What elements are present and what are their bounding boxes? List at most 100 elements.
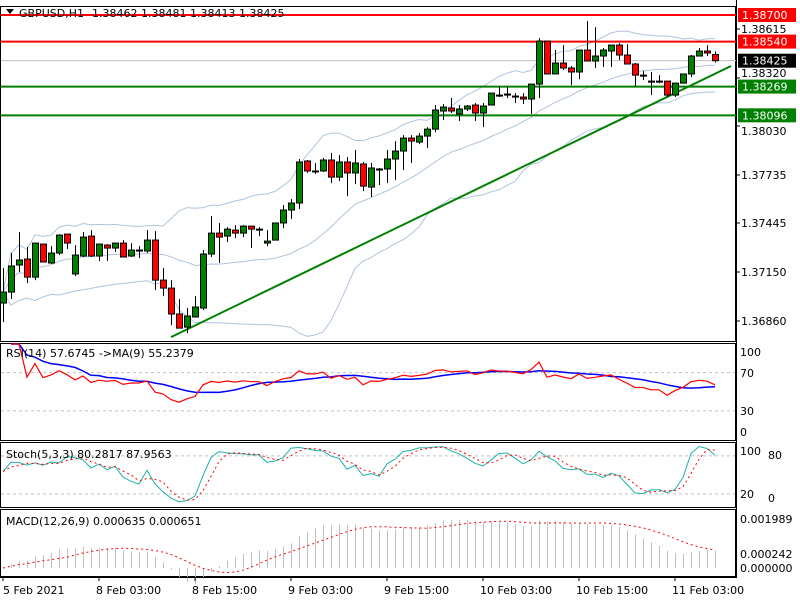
candle xyxy=(544,40,551,75)
candle-body xyxy=(8,265,15,293)
price-tick-label: 1.37150 xyxy=(741,266,787,279)
macd-panel[interactable] xyxy=(2,520,716,585)
candle-body xyxy=(400,137,407,152)
candle xyxy=(128,243,135,258)
candle xyxy=(120,240,127,258)
candle-body xyxy=(280,209,287,224)
stoch-main-line xyxy=(2,445,716,503)
trendline[interactable] xyxy=(170,65,732,338)
candle xyxy=(416,133,423,145)
candle xyxy=(288,199,295,219)
price-tick-label: 1.38615 xyxy=(741,23,787,36)
candle xyxy=(320,158,327,172)
candle xyxy=(232,225,239,239)
candle-body xyxy=(696,50,703,57)
candle xyxy=(432,105,439,133)
candle-body xyxy=(664,80,671,96)
candle xyxy=(512,93,519,104)
rsi-panel-frame xyxy=(0,343,736,441)
candle xyxy=(88,230,95,258)
candle-body xyxy=(112,242,119,249)
price-tick-label: 1.36860 xyxy=(741,315,787,328)
macd-label: MACD(12,26,9) 0.000635 0.000651 xyxy=(6,515,202,528)
candle xyxy=(552,50,559,75)
candle-body xyxy=(360,163,367,187)
candle xyxy=(392,141,399,181)
candle-body xyxy=(264,240,271,244)
candle-body xyxy=(368,167,375,188)
candle-body xyxy=(56,234,63,254)
level-price-tag xyxy=(738,108,796,123)
candle-body xyxy=(16,259,23,266)
price-tick-label: 1.38320 xyxy=(741,67,787,80)
time-axis-label: 5 Feb 2021 xyxy=(3,584,64,597)
candle-body xyxy=(688,55,695,75)
candle xyxy=(456,105,463,121)
candle-body xyxy=(288,202,295,211)
candle-body xyxy=(616,44,623,56)
current-price-tag xyxy=(738,53,796,68)
candle-body xyxy=(576,49,583,73)
rsi-panel[interactable] xyxy=(1,343,735,412)
candle-body xyxy=(248,225,255,230)
candle xyxy=(48,246,55,265)
candle-body xyxy=(200,253,207,309)
candle xyxy=(168,280,175,326)
candle xyxy=(336,155,343,182)
candle xyxy=(368,163,375,198)
candle xyxy=(688,55,695,78)
candle xyxy=(144,230,151,254)
candle-body xyxy=(384,158,391,170)
macd-axis-label: 0.000000 xyxy=(740,562,793,575)
candle xyxy=(600,48,607,67)
candle-body xyxy=(72,254,79,275)
candle-body xyxy=(328,159,335,178)
candle-body xyxy=(592,55,599,62)
rsi-label: RSI(14) 57.6745 ->MA(9) 55.2379 xyxy=(6,347,194,360)
candle xyxy=(480,103,487,128)
candle xyxy=(664,80,671,98)
macd-signal-line xyxy=(2,520,716,574)
stoch-axis-label: 0 xyxy=(768,492,775,505)
candle-body xyxy=(480,105,487,114)
candle-body xyxy=(504,93,511,96)
candle-body xyxy=(128,249,135,257)
candle xyxy=(184,308,191,334)
time-axis-label: 10 Feb 03:00 xyxy=(480,584,552,597)
candle xyxy=(216,222,223,264)
candle xyxy=(568,65,575,86)
candle-body xyxy=(1,291,7,304)
triangle-down-icon[interactable] xyxy=(6,9,14,14)
candle-body xyxy=(192,306,199,318)
candle-body xyxy=(240,225,247,234)
candle-body xyxy=(376,168,383,171)
chart-header: GBPUSD,H1 1.38462 1.38481 1.38413 1.3842… xyxy=(6,7,284,528)
candle xyxy=(488,92,495,106)
candle xyxy=(296,159,303,210)
price-panel[interactable] xyxy=(0,14,736,338)
candle-body xyxy=(256,228,263,231)
candle-body xyxy=(584,49,591,62)
candle xyxy=(464,105,471,112)
candle-body xyxy=(608,44,615,52)
candle-body xyxy=(304,160,311,172)
candle-body xyxy=(600,49,607,57)
level-price-tag xyxy=(738,79,796,94)
stoch-axis-label: 20 xyxy=(740,488,754,501)
candle-body xyxy=(176,313,183,329)
price-tick-label: 1.37735 xyxy=(741,169,787,182)
candle-body xyxy=(168,287,175,315)
candle-body xyxy=(48,252,55,264)
candle xyxy=(208,215,215,258)
candle xyxy=(472,103,479,121)
candle-body xyxy=(416,135,423,143)
current-price-tag-text: 1.38425 xyxy=(742,55,788,68)
candle xyxy=(504,87,511,99)
stochastic-panel[interactable] xyxy=(1,445,735,503)
candle-body xyxy=(560,62,567,69)
stoch-axis-label: 100 xyxy=(740,445,761,458)
candle-body xyxy=(496,94,503,97)
candle-body xyxy=(88,235,95,257)
candle xyxy=(80,232,87,258)
